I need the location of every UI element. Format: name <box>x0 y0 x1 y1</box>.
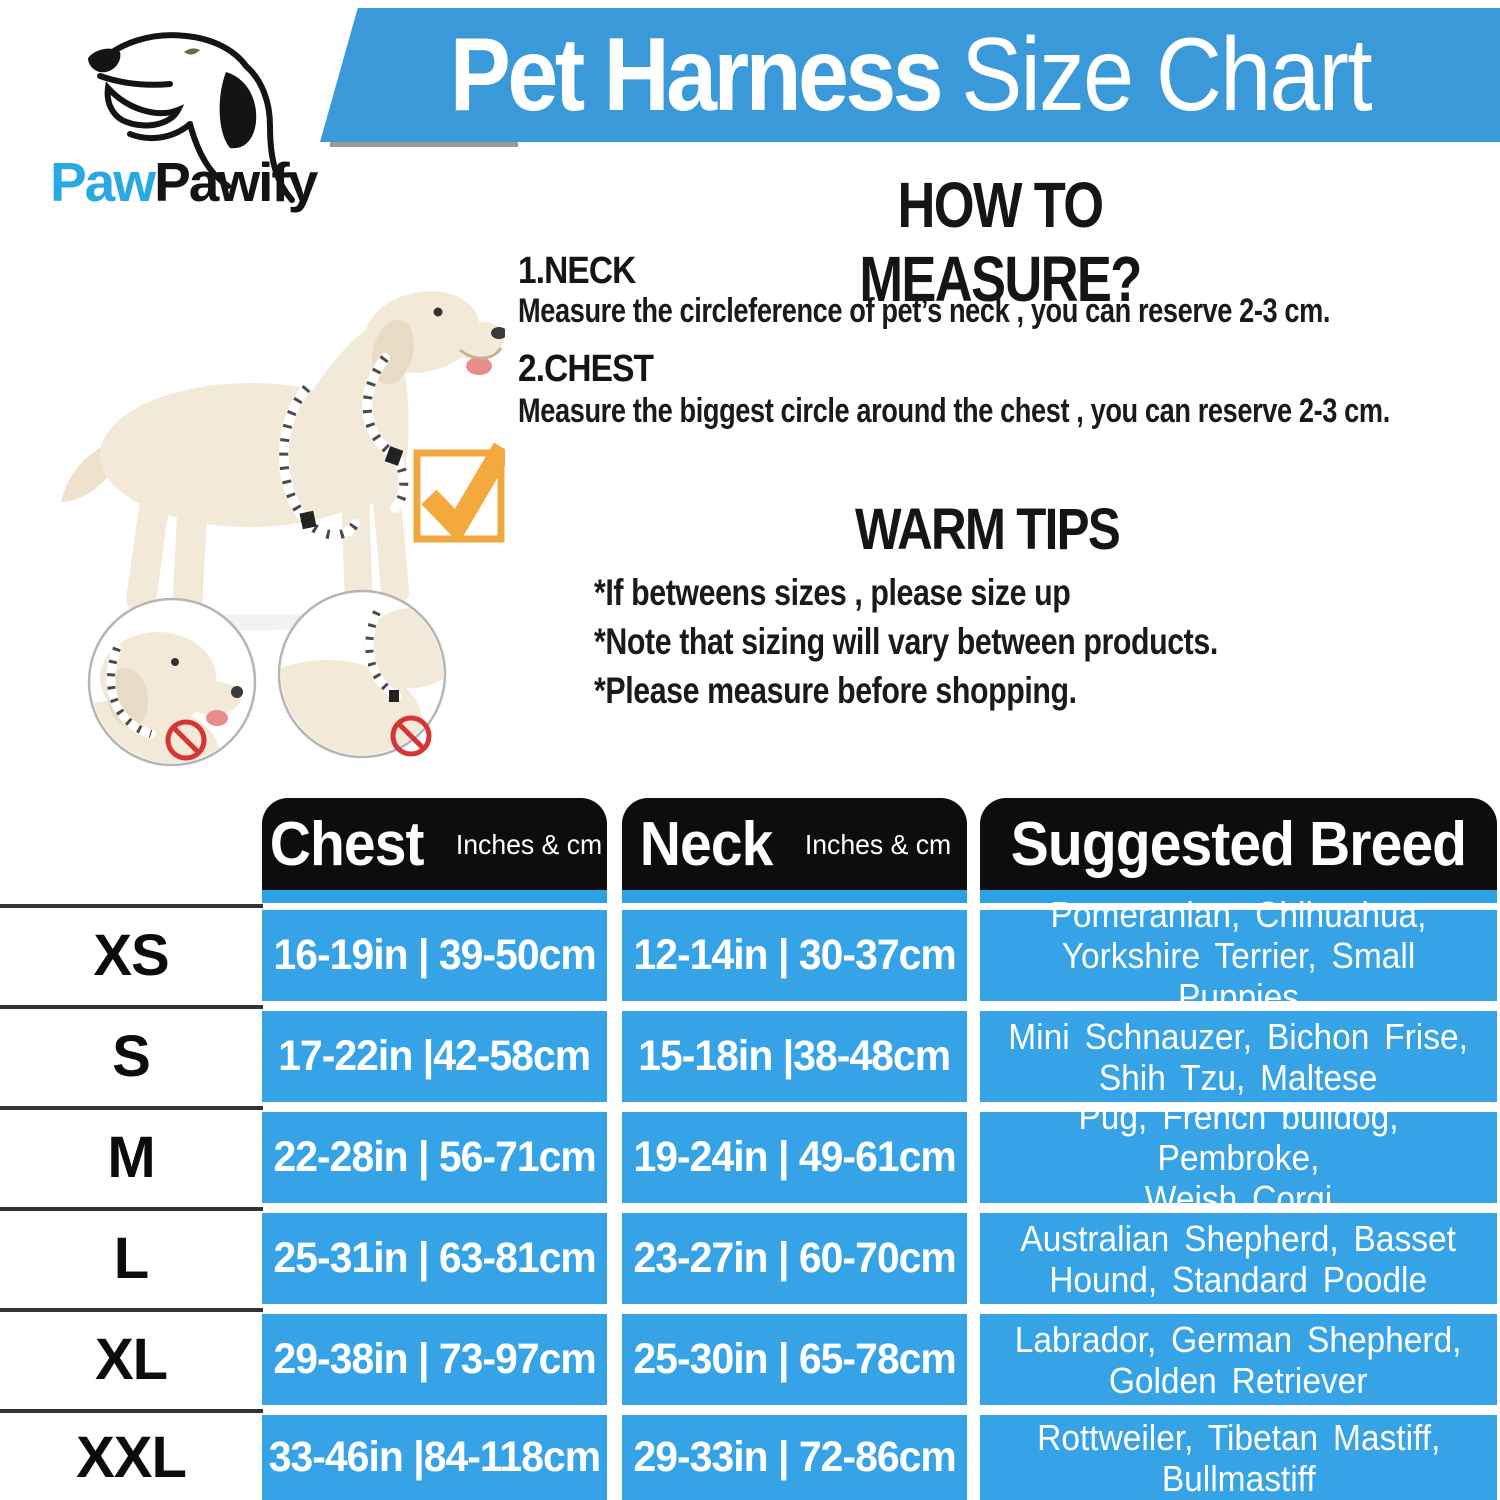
tip-sizing-varies: *Note that sizing will vary between prod… <box>594 621 1218 662</box>
neck-measuring-tape <box>362 353 409 513</box>
header-neck: Neck Inches & cm <box>622 798 967 891</box>
page-title-light: Size Chart <box>960 16 1372 133</box>
standing-dog <box>61 291 505 622</box>
dog-eye <box>433 307 443 317</box>
size-label-xs: XS <box>93 923 169 988</box>
step-chest-label: 2.CHEST <box>518 348 654 390</box>
cell-xs-neck: 12-14in | 30-37cm <box>622 910 967 1001</box>
header-stripe <box>622 890 967 903</box>
row-divider <box>0 1106 263 1110</box>
header-stripe <box>262 890 607 903</box>
cell-s-chest: 17-22in |42-58cm <box>262 1011 607 1102</box>
cell-l-breed: Australian Shepherd, Basset Hound, Stand… <box>980 1213 1497 1304</box>
cell-l-chest: 25-31in | 63-81cm <box>262 1213 607 1304</box>
header-breed: Suggested Breed <box>980 798 1497 891</box>
cell-l-neck: 23-27in | 60-70cm <box>622 1213 967 1304</box>
cell-s-neck: 15-18in |38-48cm <box>622 1011 967 1102</box>
banner-shadow <box>330 142 518 147</box>
cell-xl-neck: 25-30in | 65-78cm <box>622 1314 967 1405</box>
size-label-xl: XL <box>94 1327 168 1392</box>
dog-head-logo-icon <box>88 32 295 203</box>
brand-name-paw: Paw <box>50 151 156 213</box>
dog-photo <box>61 291 505 767</box>
header-neck-label: Neck <box>640 810 774 879</box>
chest-measuring-tape <box>278 383 360 540</box>
checkmark-icon <box>413 442 505 544</box>
logo-nose <box>88 48 121 73</box>
cell-m-chest: 22-28in | 56-71cm <box>262 1112 607 1203</box>
no-entry-icon <box>390 715 432 757</box>
warm-tips-title: WARM TIPS <box>854 497 1121 562</box>
step-neck-label: 1.NECK <box>518 250 636 292</box>
dog-nose <box>491 327 505 339</box>
cell-xxl-breed: Rottweiler, Tibetan Mastiff, Bullmastiff <box>980 1415 1497 1500</box>
row-divider <box>0 1207 263 1211</box>
header-chest-label: Chest <box>269 810 425 879</box>
cell-xl-chest: 29-38in | 73-97cm <box>262 1314 607 1405</box>
cell-xs-breed: Pomeranian, Chihuahua, Yorkshire Terrier… <box>980 894 1497 1017</box>
row-divider <box>0 1005 263 1009</box>
cell-xl-breed: Labrador, German Shepherd, Golden Retrie… <box>980 1314 1497 1405</box>
page-title: Pet Harness Size Chart <box>449 16 1372 135</box>
size-label-m: M <box>107 1125 155 1190</box>
header-chest-unit: Inches & cm <box>455 828 603 860</box>
step-neck-text: Measure the circleference of pet’s neck … <box>518 292 1331 330</box>
cell-xxl-neck: 29-33in | 72-86cm <box>622 1415 967 1500</box>
brand-name-pawify: Pawify <box>154 151 318 213</box>
row-divider <box>0 1409 263 1413</box>
size-label-xxl: XXL <box>76 1425 187 1490</box>
row-divider <box>0 904 263 908</box>
cell-m-breed: Pug, French bulldog, Pembroke, Weish Cor… <box>980 1096 1497 1219</box>
dog-tongue <box>466 357 492 375</box>
cell-xs-chest: 16-19in | 39-50cm <box>262 910 607 1001</box>
logo-ear <box>219 72 257 149</box>
size-label-l: L <box>113 1226 149 1291</box>
tip-measure-first: *Please measure before shopping. <box>594 670 1077 711</box>
step-chest-text: Measure the biggest circle around the ch… <box>518 392 1390 430</box>
header-breed-label: Suggested Breed <box>1010 810 1467 879</box>
header-neck-unit: Inches & cm <box>804 828 951 860</box>
no-entry-icon <box>165 719 207 761</box>
brand-name: PawPawify <box>50 150 318 214</box>
row-divider <box>0 1308 263 1312</box>
page-title-bold: Pet Harness <box>449 16 943 133</box>
header-stripe <box>980 890 1497 903</box>
size-label-s: S <box>112 1024 151 1089</box>
how-to-measure-title: HOW TO MEASURE? <box>859 169 1142 315</box>
cell-s-breed: Mini Schnauzer, Bichon Frise, Shih Tzu, … <box>980 1011 1497 1102</box>
warm-tips-list: *If betweens sizes , please size up *Not… <box>594 568 1355 715</box>
tip-size-up: *If betweens sizes , please size up <box>594 572 1071 613</box>
logo-eye <box>184 48 200 55</box>
cell-xxl-chest: 33-46in |84-118cm <box>262 1415 607 1500</box>
cell-m-neck: 19-24in | 49-61cm <box>622 1112 967 1203</box>
header-chest: Chest Inches & cm <box>262 798 607 891</box>
title-banner: Pet Harness Size Chart <box>320 8 1500 142</box>
